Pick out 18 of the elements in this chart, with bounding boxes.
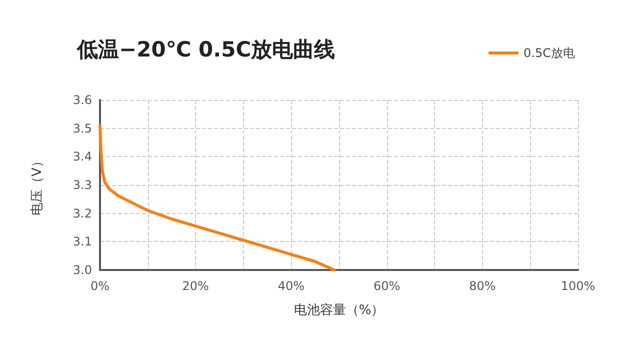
- y-axis-title: 电压（V）: [30, 154, 45, 216]
- x-axis-title: 电池容量（%）: [294, 302, 384, 318]
- x-tick-label: 40%: [278, 279, 305, 293]
- y-tick-label: 3.2: [72, 206, 92, 220]
- y-tick-label: 3.5: [72, 121, 92, 136]
- y-tick-label: 3.6: [72, 93, 92, 107]
- y-tick-label: 3.0: [72, 263, 92, 277]
- y-tick-label: 3.3: [72, 178, 92, 192]
- x-tick-label: 0%: [90, 279, 110, 293]
- y-tick-label: 3.1: [72, 234, 92, 249]
- legend-label: 0.5C放电: [524, 46, 576, 60]
- x-tick-label: 80%: [469, 279, 496, 293]
- line-series: [98, 124, 336, 272]
- x-tick-label: 100%: [560, 279, 596, 293]
- x-tick-label: 60%: [373, 279, 400, 293]
- y-tick-label: 3.4: [72, 150, 92, 164]
- x-tick-label: 20%: [182, 279, 209, 293]
- chart-title: 低温−20℃ 0.5C放电曲线: [76, 38, 336, 62]
